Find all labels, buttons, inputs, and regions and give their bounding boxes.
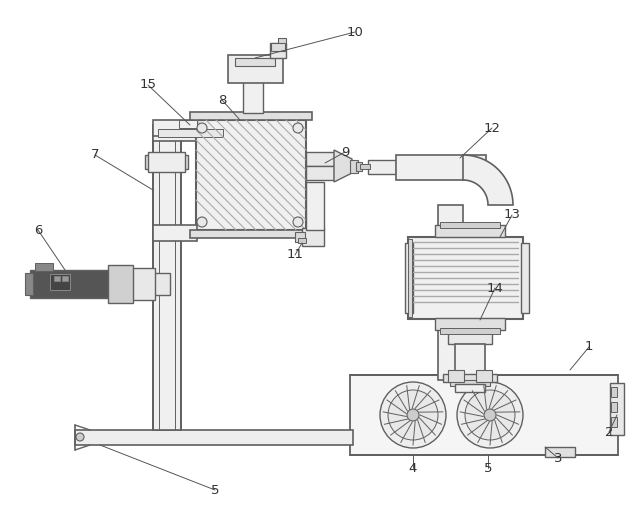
Circle shape xyxy=(293,217,303,227)
Circle shape xyxy=(388,390,438,440)
Bar xyxy=(75,430,353,445)
Bar xyxy=(356,162,362,171)
Bar xyxy=(108,265,133,303)
Text: 2: 2 xyxy=(605,425,613,438)
Bar xyxy=(153,225,197,241)
Bar xyxy=(448,370,464,382)
Bar xyxy=(360,164,370,169)
Bar xyxy=(350,160,358,173)
Bar xyxy=(611,417,617,427)
Bar xyxy=(190,112,312,120)
Bar xyxy=(440,222,500,228)
Bar xyxy=(30,270,110,298)
Bar xyxy=(278,38,286,45)
Polygon shape xyxy=(463,155,513,205)
Text: 5: 5 xyxy=(484,461,492,475)
Bar xyxy=(306,166,334,180)
Bar xyxy=(179,120,197,128)
Bar xyxy=(153,273,170,295)
Text: 10: 10 xyxy=(347,26,363,38)
Bar xyxy=(235,58,275,66)
Circle shape xyxy=(380,382,446,448)
Text: 1: 1 xyxy=(584,341,593,353)
Bar xyxy=(196,120,306,230)
Text: 8: 8 xyxy=(218,93,226,107)
Bar xyxy=(368,160,396,174)
Bar xyxy=(25,273,33,295)
Bar xyxy=(228,55,283,83)
Bar xyxy=(153,120,197,136)
Bar xyxy=(35,263,53,271)
Bar xyxy=(521,243,529,313)
Bar xyxy=(130,268,155,300)
Text: 5: 5 xyxy=(211,484,219,497)
Bar xyxy=(438,205,463,380)
Bar xyxy=(298,238,306,243)
Text: 14: 14 xyxy=(487,281,504,295)
Bar xyxy=(295,232,305,242)
Bar xyxy=(396,155,486,180)
Bar xyxy=(50,274,70,290)
Circle shape xyxy=(465,390,515,440)
Bar xyxy=(440,328,500,334)
Circle shape xyxy=(457,382,523,448)
Text: 9: 9 xyxy=(341,145,349,159)
Bar xyxy=(350,375,618,455)
Bar xyxy=(158,129,223,137)
Text: 13: 13 xyxy=(504,208,520,222)
Circle shape xyxy=(197,123,207,133)
Bar xyxy=(611,387,617,397)
Bar xyxy=(271,43,285,51)
Text: 15: 15 xyxy=(139,79,156,91)
Bar xyxy=(408,237,523,319)
Text: 11: 11 xyxy=(286,248,303,261)
Polygon shape xyxy=(110,268,130,300)
Bar xyxy=(435,318,505,330)
Bar xyxy=(545,447,575,457)
Bar xyxy=(145,155,188,169)
Bar xyxy=(270,43,286,58)
Text: 7: 7 xyxy=(91,149,99,162)
Bar xyxy=(243,80,263,113)
Bar xyxy=(302,228,324,246)
Bar xyxy=(455,344,485,376)
Bar xyxy=(611,402,617,412)
Text: 12: 12 xyxy=(483,121,501,134)
Polygon shape xyxy=(334,150,352,182)
Circle shape xyxy=(76,433,84,441)
Bar xyxy=(435,225,505,237)
Bar xyxy=(153,125,181,430)
Bar xyxy=(448,330,492,344)
Bar xyxy=(455,384,485,392)
Bar xyxy=(306,152,334,166)
Circle shape xyxy=(293,123,303,133)
Bar xyxy=(408,239,412,317)
Circle shape xyxy=(407,409,419,421)
Bar xyxy=(190,230,312,238)
Bar xyxy=(443,374,497,382)
Text: 4: 4 xyxy=(409,461,417,475)
Bar xyxy=(476,370,492,382)
Circle shape xyxy=(484,409,496,421)
Bar xyxy=(450,380,490,386)
Bar xyxy=(54,276,60,281)
Bar xyxy=(153,125,228,141)
Bar xyxy=(306,182,324,230)
Bar xyxy=(148,152,185,172)
Text: 3: 3 xyxy=(554,452,562,465)
Bar xyxy=(62,276,68,281)
Circle shape xyxy=(197,217,207,227)
Bar xyxy=(610,383,624,435)
Bar xyxy=(405,243,413,313)
Text: 6: 6 xyxy=(34,224,42,236)
